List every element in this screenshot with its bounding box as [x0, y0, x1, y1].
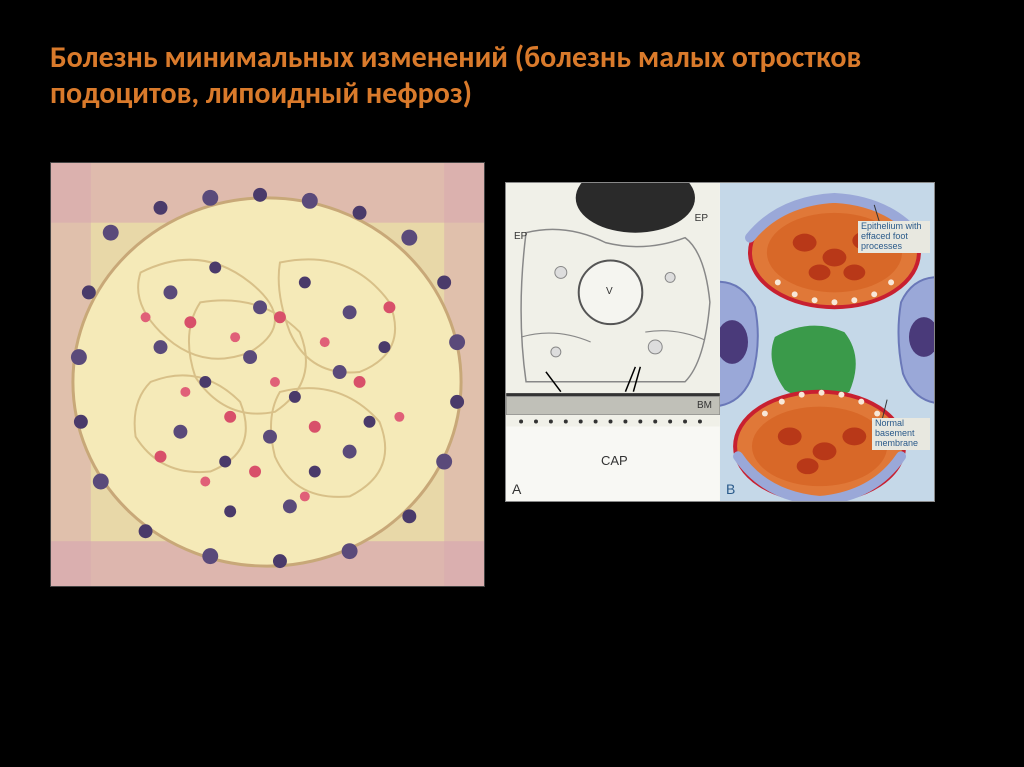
histology-svg: [51, 163, 484, 586]
diagram-panel-b: Epithelium with effaced foot processes N…: [720, 183, 934, 501]
callout-basement: Normal basement membrane: [872, 418, 930, 450]
em-label-v: V: [606, 286, 613, 297]
callout-epithelium: Epithelium with effaced foot processes: [858, 221, 930, 253]
panel-label-b: B: [726, 481, 735, 497]
slide-title: Болезнь минимальных изменений (болезнь м…: [50, 40, 974, 112]
title-line-2: подоцитов, липоидный нефроз): [50, 75, 472, 112]
em-panel-a: EP EP V BM CAP A: [506, 183, 720, 501]
histology-micrograph: [50, 162, 485, 587]
slide-container: Болезнь минимальных изменений (болезнь м…: [0, 0, 1024, 767]
em-diagram-composite: EP EP V BM CAP A: [505, 182, 935, 502]
em-label-cap: CAP: [601, 453, 628, 468]
em-label-bm: BM: [697, 400, 712, 411]
panel-label-a: A: [512, 481, 521, 497]
images-row: EP EP V BM CAP A: [50, 162, 974, 587]
title-line-1: Болезнь минимальных изменений (болезнь м…: [50, 39, 861, 76]
em-label-ep1: EP: [514, 231, 527, 242]
em-label-ep2: EP: [695, 213, 708, 224]
